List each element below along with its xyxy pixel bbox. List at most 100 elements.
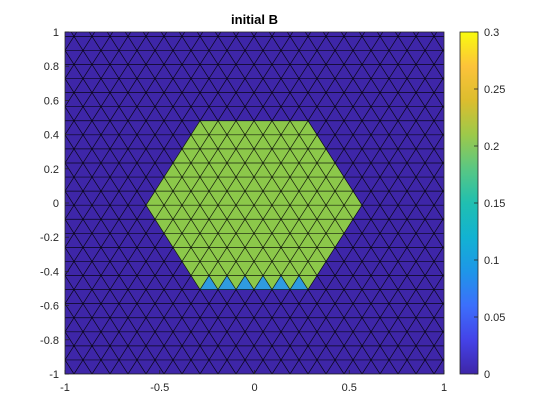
mesh-triangle xyxy=(65,331,66,332)
mesh-triangle xyxy=(119,8,137,22)
mesh-triangle xyxy=(442,76,444,79)
mesh-triangle xyxy=(271,373,291,374)
mesh-triangle xyxy=(415,373,417,374)
mesh-triangle xyxy=(289,32,309,37)
mesh-triangle xyxy=(479,121,497,135)
mesh-triangle xyxy=(479,233,497,247)
mesh-triangle xyxy=(371,8,389,22)
y-tick-label: 1 xyxy=(53,27,59,39)
colorbar-tick-label: 0.15 xyxy=(484,198,505,210)
mesh-triangle xyxy=(488,163,506,177)
mesh-triangle xyxy=(479,219,497,233)
mesh-triangle xyxy=(199,32,219,37)
mesh-triangle xyxy=(74,8,92,22)
mesh-triangle xyxy=(127,373,129,374)
mesh-triangle xyxy=(181,373,183,374)
mesh-triangle xyxy=(397,32,417,37)
mesh-triangle xyxy=(65,162,66,164)
mesh-triangle xyxy=(488,121,506,135)
mesh-triangle xyxy=(101,8,119,22)
mesh-triangle xyxy=(65,106,66,108)
mesh-triangle xyxy=(325,32,345,37)
mesh-triangle xyxy=(145,32,165,37)
mesh-triangle xyxy=(479,64,497,78)
colorbar-tick-label: 0.05 xyxy=(484,312,505,324)
y-tick-label: 0 xyxy=(53,198,59,210)
mesh-triangle xyxy=(110,8,128,22)
plot-area xyxy=(56,8,506,388)
mesh-triangle xyxy=(488,290,506,304)
colorbar-tick-label: 0.3 xyxy=(484,27,499,39)
mesh-triangle xyxy=(362,8,380,22)
mesh-triangle xyxy=(479,107,497,121)
mesh-triangle xyxy=(488,219,506,233)
mesh-triangle xyxy=(65,8,83,22)
mesh-triangle xyxy=(308,8,326,22)
mesh-triangle xyxy=(479,332,497,346)
mesh-triangle xyxy=(361,32,381,37)
y-tick-label: -0.6 xyxy=(40,301,59,313)
colorbar: 0.3 0.25 0.2 0.15 0.1 0.05 0 xyxy=(459,27,505,381)
mesh-triangle xyxy=(442,48,444,51)
mesh-triangle xyxy=(191,8,209,22)
mesh-triangle xyxy=(470,8,488,22)
mesh-triangle xyxy=(488,346,506,360)
mesh-triangle xyxy=(461,8,479,22)
y-tick-label: 0.4 xyxy=(44,130,59,142)
y-tick-label: -0.8 xyxy=(40,335,59,347)
mesh-triangle xyxy=(443,8,461,22)
mesh-triangle xyxy=(91,373,93,374)
mesh-triangle xyxy=(380,8,398,22)
mesh-triangle xyxy=(92,8,110,22)
mesh-triangle xyxy=(452,374,470,388)
mesh-triangle xyxy=(173,8,191,22)
mesh-triangle xyxy=(479,8,497,22)
mesh-triangle xyxy=(128,8,146,22)
y-tick-label: -0.4 xyxy=(40,266,59,278)
mesh-triangle xyxy=(443,22,461,36)
mesh-triangle xyxy=(425,8,443,22)
mesh-triangle xyxy=(479,177,497,191)
mesh-triangle xyxy=(353,8,371,22)
colorbar-ticks: 0.3 0.25 0.2 0.15 0.1 0.05 0 xyxy=(474,27,505,381)
mesh-triangle xyxy=(442,301,444,304)
mesh-triangle xyxy=(299,8,317,22)
mesh-triangle xyxy=(307,373,309,374)
mesh-triangle xyxy=(442,329,444,332)
mesh-triangle xyxy=(488,177,506,191)
mesh-triangle xyxy=(289,373,309,374)
mesh-triangle xyxy=(442,217,444,220)
mesh-triangle xyxy=(65,190,66,192)
mesh-triangle xyxy=(416,8,434,22)
mesh-triangle xyxy=(479,346,497,360)
mesh-triangle xyxy=(155,8,173,22)
mesh-triangle xyxy=(163,32,183,37)
mesh-triangle xyxy=(415,32,435,37)
mesh-triangle xyxy=(389,8,407,22)
mesh-triangle xyxy=(181,32,201,37)
x-tick-label: -0.5 xyxy=(150,382,169,394)
mesh-triangle xyxy=(488,107,506,121)
mesh-triangle xyxy=(209,8,227,22)
mesh-triangle xyxy=(65,78,66,79)
mesh-triangle xyxy=(109,373,111,374)
x-tick-label: -1 xyxy=(60,382,70,394)
mesh-triangle xyxy=(442,245,444,248)
mesh-triangle xyxy=(479,290,497,304)
mesh-triangle xyxy=(488,360,506,374)
mesh-triangle xyxy=(442,134,444,137)
mesh-triangle xyxy=(442,104,444,107)
mesh-triangle xyxy=(56,8,74,22)
mesh-triangle xyxy=(488,233,506,247)
mesh-triangle xyxy=(289,373,291,374)
mesh-triangle xyxy=(307,32,327,37)
mesh-triangle xyxy=(479,50,497,64)
chart-title: initial B xyxy=(231,12,278,27)
mesh-triangle xyxy=(442,161,444,164)
mesh-triangle xyxy=(488,64,506,78)
x-tick-label: 1 xyxy=(441,382,447,394)
y-tick-label: 0.6 xyxy=(44,95,59,107)
mesh-triangle xyxy=(461,374,479,388)
mesh-triangle xyxy=(442,359,444,362)
